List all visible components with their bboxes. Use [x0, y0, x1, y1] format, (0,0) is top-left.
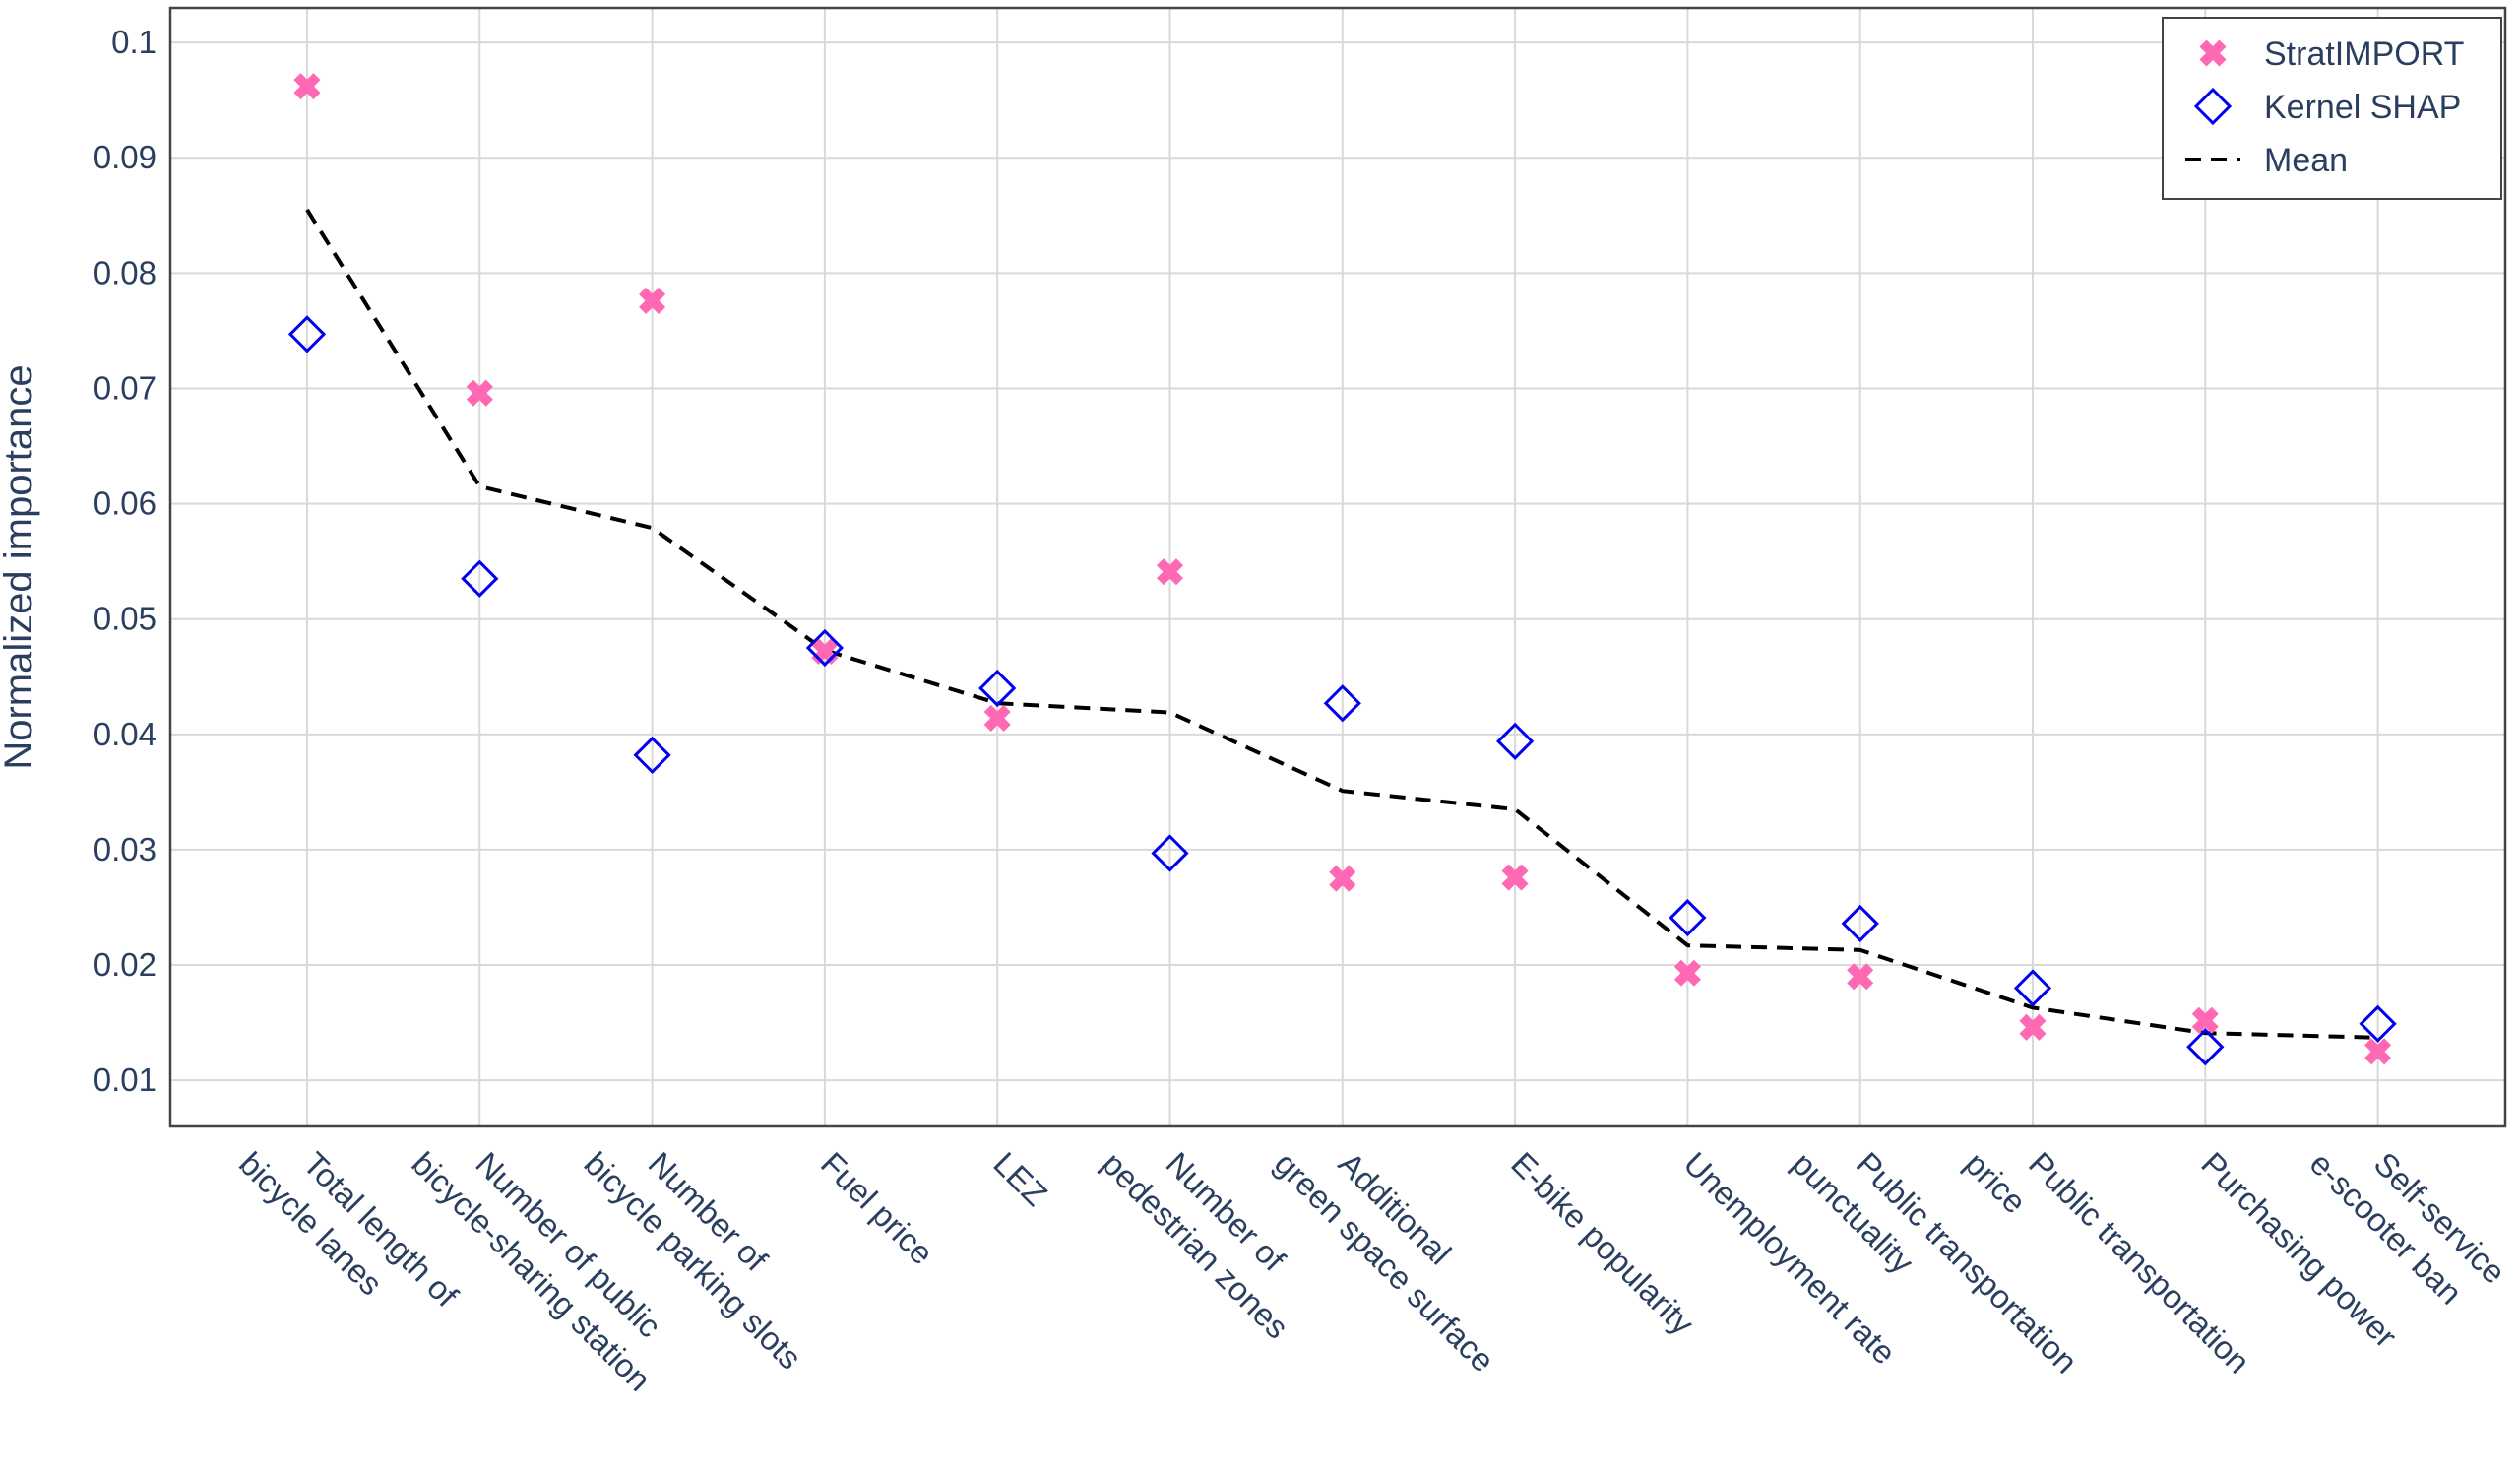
y-tick-label: 0.04 — [94, 716, 157, 752]
x-axis-ticks: Total length ofbicycle lanes Number of pu… — [232, 1113, 2513, 1398]
y-tick-label: 0.07 — [94, 369, 157, 406]
kernel-shap-point — [1495, 722, 1535, 760]
legend-item: Kernel SHAP — [2193, 87, 2461, 126]
kernel-shap-point — [1151, 834, 1189, 872]
y-tick-label: 0.05 — [94, 601, 157, 637]
x-tick-label-line: LEZ — [986, 1145, 1054, 1213]
y-tick-label: 0.03 — [94, 831, 157, 867]
legend-diamond-icon — [2193, 87, 2233, 126]
stratimport-point — [1329, 865, 1356, 892]
legend-label: StratIMPORT — [2264, 35, 2464, 73]
stratimport-point — [2019, 1013, 2047, 1041]
x-tick-label-line: price — [1958, 1145, 2034, 1221]
kernel-shap-point — [461, 559, 499, 598]
x-tick-label: Additionalgreen space surface — [1268, 1113, 1534, 1379]
stratimport-point — [2191, 1006, 2219, 1034]
stratimport-point — [1501, 864, 1529, 891]
y-tick-label: 0.02 — [94, 946, 157, 983]
kernel-shap-point — [287, 315, 327, 353]
stratimport-point — [2364, 1038, 2392, 1065]
legend-x-icon — [2199, 39, 2227, 67]
legend-item: StratIMPORT — [2199, 35, 2464, 73]
kernel-shap-point — [978, 669, 1017, 708]
y-axis-ticks: 0.01 0.02 0.03 0.04 0.05 0.06 0.07 0.08 0.09 0.1 — [94, 24, 157, 1098]
stratimport-point — [1156, 558, 1184, 586]
stratimport-point — [1847, 963, 1874, 991]
legend: StratIMPORT Kernel SHAP Mean — [2162, 17, 2502, 200]
kernel-shap-point — [1841, 904, 1879, 943]
x-tick-label-line: Fuel price — [814, 1145, 941, 1272]
y-tick-label: 0.1 — [111, 24, 157, 60]
y-tick-label: 0.06 — [94, 485, 157, 522]
kernel-shap-point — [2013, 969, 2052, 1007]
stratimport-point — [1673, 959, 1701, 987]
kernel-shap-point — [1323, 684, 1361, 723]
y-tick-label: 0.01 — [94, 1061, 157, 1098]
kernel-shap-point — [2359, 1004, 2397, 1043]
stratimport-point — [466, 379, 493, 407]
marker-layer — [287, 73, 2397, 1066]
x-tick-label-line: E-bike popularity — [1504, 1145, 1701, 1342]
mean-line-layer — [305, 208, 2378, 1040]
stratimport-point — [639, 287, 666, 315]
legend-item: Mean — [2185, 142, 2348, 179]
x-tick-label: LEZ — [986, 1145, 1054, 1213]
kernel-shap-point — [805, 628, 845, 668]
x-tick-label: E-bike popularity — [1504, 1145, 1701, 1342]
x-tick-label: Number of publicbicycle-sharing station — [405, 1113, 690, 1398]
legend-label: Mean — [2264, 142, 2348, 179]
plot-frame — [168, 6, 2507, 1128]
kernel-shap-point — [633, 736, 671, 775]
y-tick-label: 0.08 — [94, 254, 157, 290]
mean-line — [305, 208, 2378, 1040]
kernel-shap-point — [2186, 1028, 2225, 1066]
y-axis-title: Normalized importance — [0, 364, 40, 769]
x-tick-label: Fuel price — [814, 1145, 941, 1272]
stratimport-point — [293, 73, 321, 100]
stratimport-point — [983, 704, 1011, 732]
legend-label: Kernel SHAP — [2264, 89, 2461, 126]
y-tick-label: 0.09 — [94, 139, 157, 175]
kernel-shap-point — [1669, 898, 1707, 937]
grid — [170, 8, 2505, 1126]
